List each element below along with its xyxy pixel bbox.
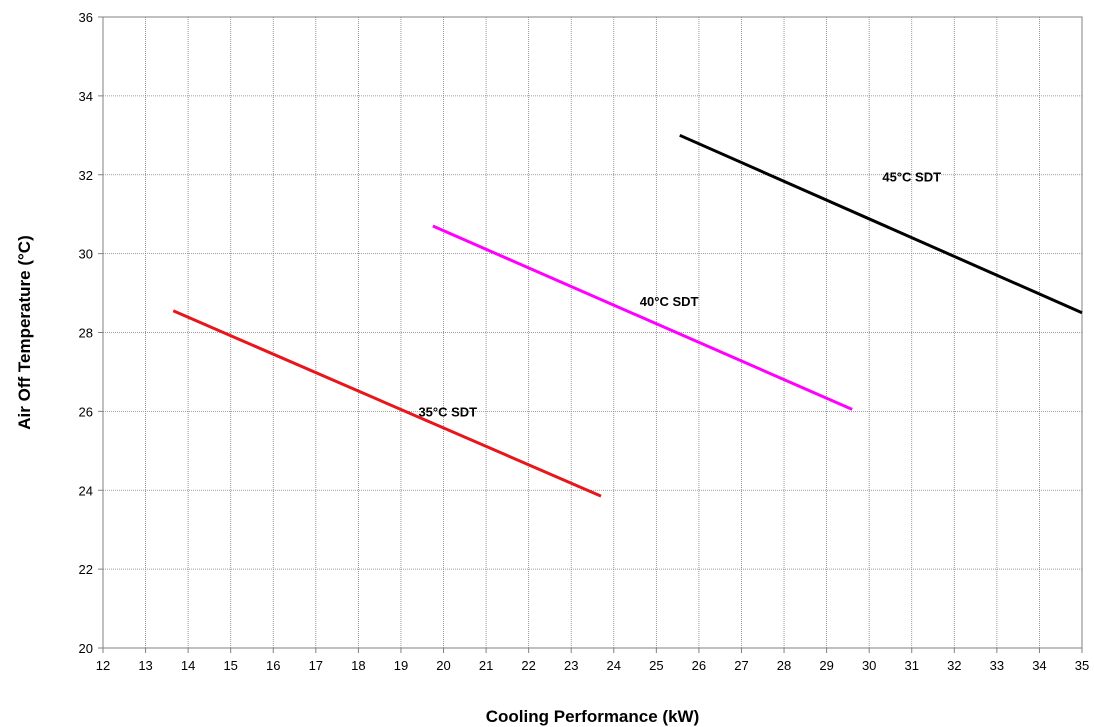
x-axis-ticks: 12 13 14 15 16 17 18 19 20 21 22 23 24 25 26 27 28 29 30 31…: [96, 648, 1089, 673]
series-line: [679, 133, 1083, 315]
x-tick-label: 20: [436, 658, 450, 673]
y-tick-label: 34: [79, 89, 93, 104]
x-tick-label: 27: [734, 658, 748, 673]
x-tick-label: 22: [521, 658, 535, 673]
y-axis-title: Air Off Temperature (°C): [15, 235, 34, 429]
x-tick-label: 23: [564, 658, 578, 673]
x-tick-label: 16: [266, 658, 280, 673]
y-tick-label: 28: [79, 326, 93, 341]
x-tick-label: 19: [394, 658, 408, 673]
series-label: 35°C SDT: [418, 404, 477, 419]
x-tick-label: 17: [309, 658, 323, 673]
y-tick-label: 32: [79, 168, 93, 183]
x-tick-label: 12: [96, 658, 110, 673]
x-tick-label: 25: [649, 658, 663, 673]
y-tick-label: 22: [79, 562, 93, 577]
series: [172, 133, 1083, 498]
x-tick-label: 14: [181, 658, 195, 673]
x-tick-label: 35: [1075, 658, 1089, 673]
series-line: [172, 309, 602, 498]
x-tick-label: 30: [862, 658, 876, 673]
y-tick-label: 26: [79, 404, 93, 419]
series-labels: 35°C SDT 40°C SDT 45°C SDT: [418, 170, 941, 420]
x-tick-label: 28: [777, 658, 791, 673]
grid: [103, 17, 1082, 648]
y-tick-label: 36: [79, 10, 93, 25]
x-tick-label: 33: [990, 658, 1004, 673]
x-tick-label: 15: [223, 658, 237, 673]
x-axis-title: Cooling Performance (kW): [486, 707, 699, 726]
x-tick-label: 29: [819, 658, 833, 673]
y-axis-ticks: 20 22 24 26 28 30 32 34 36: [79, 10, 103, 656]
x-tick-label: 26: [692, 658, 706, 673]
y-tick-label: 30: [79, 247, 93, 262]
series-label: 40°C SDT: [640, 294, 699, 309]
x-tick-label: 18: [351, 658, 365, 673]
x-tick-label: 32: [947, 658, 961, 673]
x-tick-label: 13: [138, 658, 152, 673]
series-label: 45°C SDT: [882, 170, 941, 185]
y-tick-label: 24: [79, 483, 93, 498]
y-tick-label: 20: [79, 641, 93, 656]
x-tick-label: 34: [1032, 658, 1046, 673]
series-line: [432, 224, 853, 411]
x-tick-label: 21: [479, 658, 493, 673]
x-tick-label: 24: [607, 658, 621, 673]
x-tick-label: 31: [905, 658, 919, 673]
